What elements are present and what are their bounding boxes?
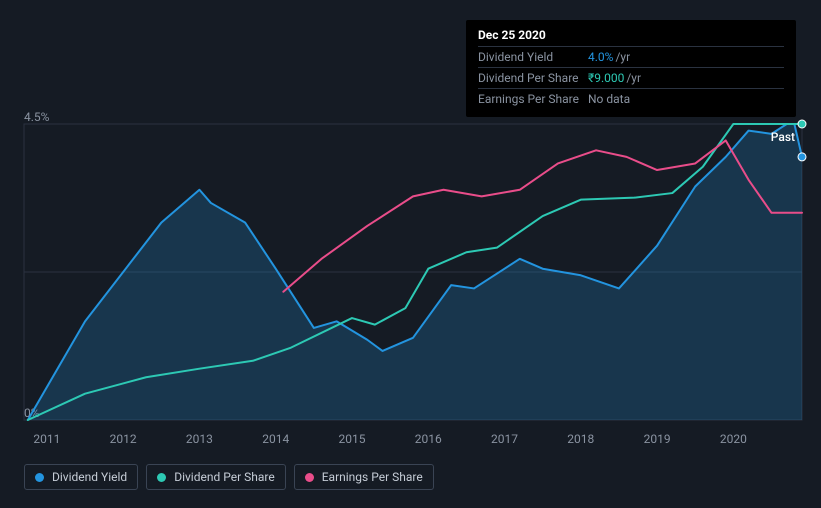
legend-label: Dividend Yield [52, 470, 127, 484]
x-axis-label: 2019 [644, 432, 671, 446]
x-axis-label: 2020 [720, 432, 747, 446]
legend-label: Earnings Per Share [322, 470, 423, 484]
x-axis-label: 2011 [33, 432, 60, 446]
x-axis-label: 2016 [415, 432, 442, 446]
x-axis-label: 2015 [338, 432, 365, 446]
legend-item-dividend-yield[interactable]: Dividend Yield [24, 464, 138, 490]
legend-dot [305, 473, 314, 482]
legend-item-dividend-per-share[interactable]: Dividend Per Share [146, 464, 286, 490]
legend-dot [35, 473, 44, 482]
x-axis-label: 2018 [567, 432, 594, 446]
legend-dot [157, 473, 166, 482]
dividend_per_share-end-marker [798, 120, 806, 128]
legend-item-earnings-per-share[interactable]: Earnings Per Share [294, 464, 434, 490]
x-axis-label: 2017 [491, 432, 518, 446]
chart-legend: Dividend Yield Dividend Per Share Earnings… [24, 464, 434, 490]
legend-label: Dividend Per Share [174, 470, 275, 484]
dividend_yield-end-marker [798, 153, 806, 161]
past-label: Past [771, 130, 795, 144]
x-axis-label: 2012 [110, 432, 137, 446]
x-axis-label: 2014 [262, 432, 289, 446]
x-axis-label: 2013 [186, 432, 213, 446]
